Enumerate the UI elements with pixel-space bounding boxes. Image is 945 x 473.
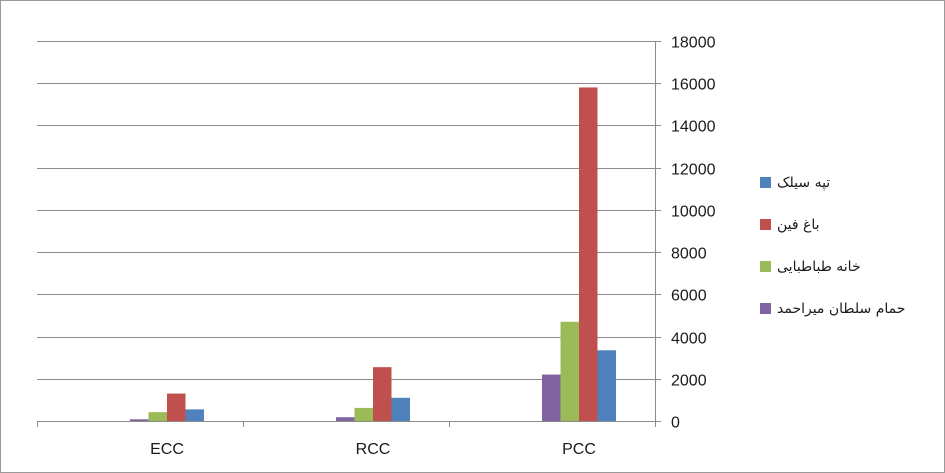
- legend-label: حمام سلطان میراحمد: [777, 300, 906, 317]
- x-tick-label: RCC: [356, 441, 391, 458]
- y-tick-labels: 0 2000 4000 6000 8000 10000 12000 14000 16000 180…: [671, 35, 716, 432]
- x-tick-labels: ECC RCC PCC: [150, 441, 596, 458]
- y-tick-label: 0: [671, 415, 680, 432]
- legend-label: باغ فین: [777, 216, 820, 233]
- bar: [336, 417, 355, 421]
- axes: [37, 41, 661, 427]
- legend-label: خانه طباطبایی: [777, 258, 861, 275]
- legend-swatch: [760, 177, 771, 188]
- y-tick-label: 16000: [671, 77, 716, 94]
- x-tick-label: PCC: [562, 441, 596, 458]
- bar: [354, 407, 373, 421]
- bar: [373, 367, 392, 421]
- x-tick-label: ECC: [150, 441, 184, 458]
- legend: تپه سیلک باغ فین خانه طباطبایی حمام سلطان م…: [760, 172, 945, 340]
- bar: [542, 374, 561, 421]
- legend-swatch: [760, 303, 771, 314]
- y-tick-label: 4000: [671, 331, 707, 348]
- bar: [185, 409, 204, 421]
- legend-item: باغ فین: [760, 214, 945, 235]
- legend-label: تپه سیلک: [777, 174, 831, 191]
- legend-swatch: [760, 219, 771, 230]
- bar: [597, 350, 616, 421]
- y-tick-label: 12000: [671, 162, 716, 179]
- bar: [560, 321, 579, 421]
- y-tick-label: 2000: [671, 373, 707, 390]
- bar: [167, 393, 186, 421]
- legend-swatch: [760, 261, 771, 272]
- y-tick-label: 10000: [671, 204, 716, 221]
- y-tick-label: 6000: [671, 288, 707, 305]
- bar: [579, 87, 598, 421]
- bar: [391, 397, 410, 421]
- bars: [130, 87, 616, 421]
- y-tick-label: 14000: [671, 119, 716, 136]
- y-tick-label: 18000: [671, 35, 716, 52]
- bar: [148, 412, 167, 421]
- y-tick-label: 8000: [671, 246, 707, 263]
- legend-item: تپه سیلک: [760, 172, 945, 193]
- bar: [130, 419, 149, 421]
- legend-item: خانه طباطبایی: [760, 256, 945, 277]
- legend-item: حمام سلطان میراحمد: [760, 298, 945, 319]
